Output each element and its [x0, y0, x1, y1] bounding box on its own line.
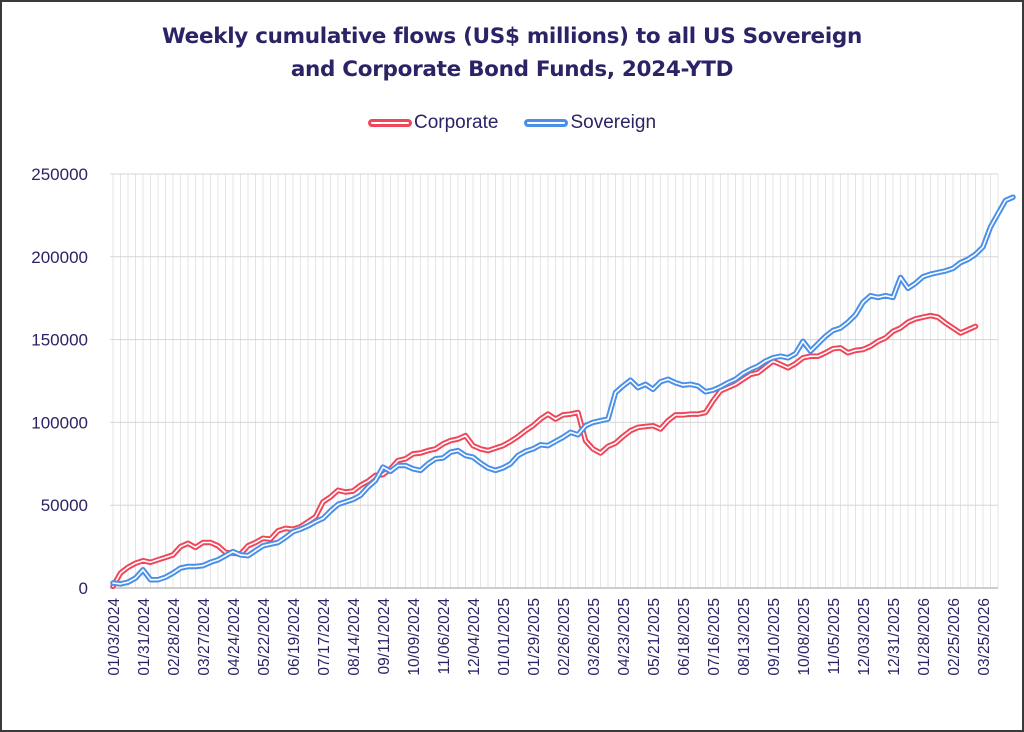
- y-axis-tick-labels: 0 50000 100000 150000 200000 250000: [31, 165, 88, 598]
- chart-title: Weekly cumulative flows (US$ millions) t…: [0, 20, 1024, 86]
- vertical-gridlines: [112, 174, 999, 588]
- legend-item-sovereign[interactable]: Sovereign: [524, 112, 656, 134]
- x-tick-label: 09/10/2025: [766, 598, 783, 676]
- y-tick-label: 100000: [31, 413, 88, 432]
- x-tick-label: 09/11/2024: [376, 598, 393, 675]
- x-tick-label: 08/14/2024: [346, 598, 363, 676]
- x-tick-label: 07/17/2024: [316, 598, 333, 676]
- x-tick-label: 06/19/2024: [286, 598, 303, 676]
- series-line-inner-corporate: [112, 314, 977, 588]
- x-tick-label: 05/21/2025: [646, 598, 663, 676]
- y-tick-label: 150000: [31, 331, 88, 350]
- x-tick-label: 12/31/2025: [886, 598, 903, 676]
- x-tick-label: 01/28/2026: [916, 598, 933, 676]
- y-tick-label: 250000: [31, 165, 88, 184]
- x-tick-label: 05/22/2024: [256, 598, 273, 676]
- chart-title-line-1: Weekly cumulative flows (US$ millions) t…: [162, 24, 862, 49]
- legend-label-corporate: Corporate: [413, 112, 499, 133]
- x-tick-label: 01/29/2025: [526, 598, 543, 676]
- legend-swatch-corporate: [367, 119, 412, 127]
- x-tick-label: 08/13/2025: [736, 598, 753, 676]
- x-tick-label: 02/25/2026: [946, 598, 963, 676]
- series-corporate: [110, 312, 979, 590]
- x-tick-label: 04/23/2025: [616, 598, 633, 676]
- x-tick-label: 11/06/2024: [436, 598, 453, 675]
- x-tick-label: 03/25/2026: [976, 598, 993, 676]
- chart-title-line-2: and Corporate Bond Funds, 2024-YTD: [290, 57, 734, 82]
- series-lines: [110, 194, 1016, 590]
- x-tick-label: 10/08/2025: [796, 598, 813, 676]
- x-tick-label: 01/31/2024: [136, 598, 153, 676]
- x-tick-label: 03/26/2025: [586, 598, 603, 676]
- x-tick-label: 01/01/2025: [496, 598, 513, 676]
- x-tick-label: 12/03/2025: [856, 598, 873, 676]
- series-line-corporate: [110, 312, 979, 590]
- y-tick-label: 200000: [31, 248, 88, 267]
- legend-swatch-sovereign: [524, 119, 569, 127]
- x-tick-label: 12/04/2024: [466, 598, 483, 676]
- x-tick-label: 02/26/2025: [556, 598, 573, 676]
- series-sovereign: [110, 194, 1016, 587]
- legend-item-corporate[interactable]: Corporate: [367, 112, 499, 134]
- x-tick-label: 11/05/2025: [826, 598, 843, 674]
- legend-label-sovereign: Sovereign: [570, 112, 657, 133]
- horizontal-gridlines: [110, 173, 998, 589]
- x-tick-label: 10/09/2024: [406, 598, 423, 676]
- x-axis-tick-labels: 01/03/2024 01/31/2024 02/28/2024 03/27/2024…: [106, 598, 993, 676]
- x-tick-label: 03/27/2024: [196, 598, 213, 676]
- x-tick-label: 01/03/2024: [106, 598, 123, 676]
- x-tick-label: 07/16/2025: [706, 598, 723, 676]
- chart-legend: Corporate Sovereign: [0, 112, 1024, 134]
- x-tick-label: 04/24/2024: [226, 598, 243, 676]
- x-tick-label: 06/18/2025: [676, 598, 693, 676]
- x-tick-label: 02/28/2024: [166, 598, 183, 676]
- y-tick-label: 0: [79, 579, 88, 598]
- series-line-inner-sovereign: [112, 196, 1014, 585]
- y-tick-label: 50000: [41, 496, 88, 515]
